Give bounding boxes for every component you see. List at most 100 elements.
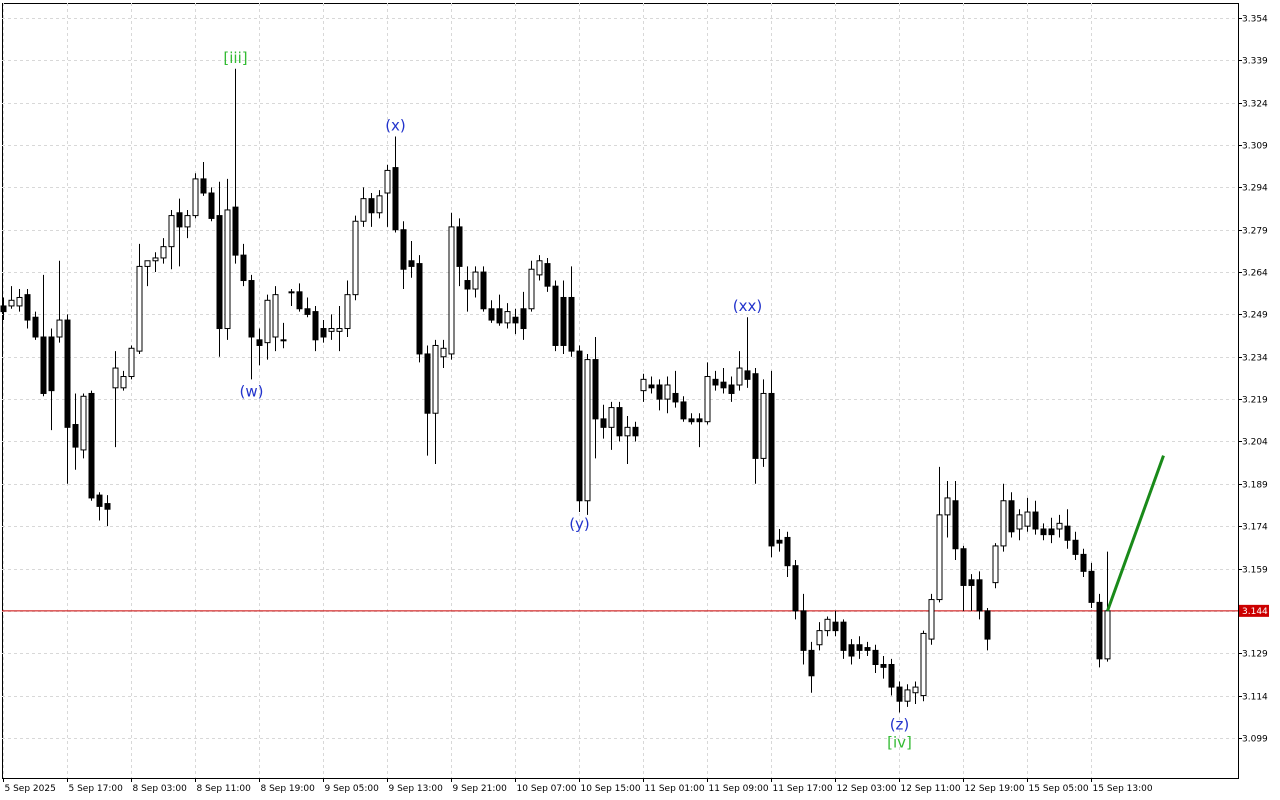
candle-body [712, 378, 719, 386]
candle-body [152, 257, 159, 262]
candle-body [608, 407, 615, 428]
candle-body [384, 169, 391, 194]
candle-body [752, 373, 759, 459]
candle-body [1096, 601, 1103, 660]
candle-body [672, 392, 679, 403]
candle-body [776, 539, 783, 544]
candle-body [528, 268, 535, 310]
wave-label: [iii] [223, 49, 247, 67]
x-tick-label: 15 Sep 05:00 [1029, 784, 1089, 794]
candle-body [904, 689, 911, 702]
candle-body [912, 686, 919, 694]
candle-body [520, 308, 527, 330]
candle-body [760, 392, 767, 459]
candle-body [1008, 500, 1015, 533]
y-tick-label: 3.264 [1242, 269, 1268, 279]
candle-body [984, 610, 991, 640]
candle-body [296, 291, 303, 310]
candle-body [696, 418, 703, 423]
candle-body [600, 418, 607, 428]
y-tick-label: 3.189 [1242, 481, 1268, 491]
candle-body [272, 294, 279, 338]
candle-body [808, 649, 815, 677]
candle-body [80, 395, 87, 451]
candle-body [496, 308, 503, 324]
candle-body [800, 610, 807, 651]
candle-body [768, 392, 775, 547]
candle-body [888, 664, 895, 688]
current-price-tag [1239, 604, 1269, 617]
candle-body [616, 407, 623, 437]
candle-body [448, 226, 455, 355]
x-tick-label: 11 Sep 17:00 [773, 784, 833, 794]
candle-body [16, 296, 23, 307]
candle-body [1056, 522, 1063, 530]
candle-body [832, 621, 839, 632]
candle-body [1032, 511, 1039, 530]
candle-body [192, 178, 199, 217]
candle-body [320, 328, 327, 338]
wave-label: (z) [890, 715, 910, 733]
candle-body [880, 664, 887, 668]
candle-body [728, 384, 735, 394]
candle-body [536, 260, 543, 276]
current-price-label: 3.144 [1242, 607, 1268, 617]
candle-body [1072, 539, 1079, 555]
x-tick-label: 12 Sep 11:00 [901, 784, 961, 794]
candle-body [360, 198, 367, 222]
y-tick-label: 3.174 [1242, 523, 1268, 533]
candle-body [232, 206, 239, 256]
candle-body [304, 308, 311, 315]
candle-body [848, 644, 855, 657]
candle-body [648, 384, 655, 389]
candle-body [176, 212, 183, 228]
candle-body [472, 271, 479, 290]
wave-label: (w) [240, 382, 264, 400]
candle-body [640, 378, 647, 392]
candle-body [64, 319, 71, 428]
candle-body [280, 339, 287, 342]
candle-body [336, 328, 343, 332]
candle-body [1048, 528, 1055, 536]
candle-body [24, 294, 31, 321]
candle-body [928, 599, 935, 640]
candle-body [936, 514, 943, 601]
candle-body [200, 178, 207, 194]
projection-line [1106, 455, 1165, 612]
y-tick-label: 3.294 [1242, 184, 1268, 194]
candle-body [416, 263, 423, 355]
x-tick-label: 12 Sep 03:00 [837, 784, 897, 794]
candle-body [560, 296, 567, 346]
candle-body [920, 632, 927, 697]
candle-body [1016, 514, 1023, 530]
wave-label: (xx) [733, 297, 762, 315]
x-tick-label: 8 Sep 11:00 [197, 784, 252, 794]
candle-body [240, 254, 247, 282]
candle-body [976, 579, 983, 612]
candle-body [840, 621, 847, 651]
x-tick-label: 11 Sep 09:00 [709, 784, 769, 794]
wave-label: (y) [569, 515, 590, 533]
y-tick-label: 3.204 [1242, 438, 1268, 448]
candle-body [160, 246, 167, 259]
candle-body [112, 367, 119, 389]
candle-body [432, 344, 439, 414]
candle-body [288, 291, 295, 294]
candle-body [960, 548, 967, 586]
candle-body [784, 536, 791, 567]
wave-label: (x) [385, 117, 406, 135]
x-tick-label: 9 Sep 05:00 [325, 784, 380, 794]
y-tick-label: 3.114 [1242, 693, 1268, 703]
candle-body [1088, 570, 1095, 603]
candle-body [736, 367, 743, 386]
candle-body [392, 167, 399, 231]
candle-body [720, 381, 727, 389]
candle-body [576, 350, 583, 502]
candle-body [624, 426, 631, 437]
x-tick-label: 9 Sep 13:00 [389, 784, 444, 794]
candle-body [8, 299, 15, 307]
y-tick-label: 3.354 [1242, 15, 1268, 25]
candle-body [896, 686, 903, 702]
y-tick-label: 3.234 [1242, 354, 1268, 364]
candle-body [568, 296, 575, 352]
